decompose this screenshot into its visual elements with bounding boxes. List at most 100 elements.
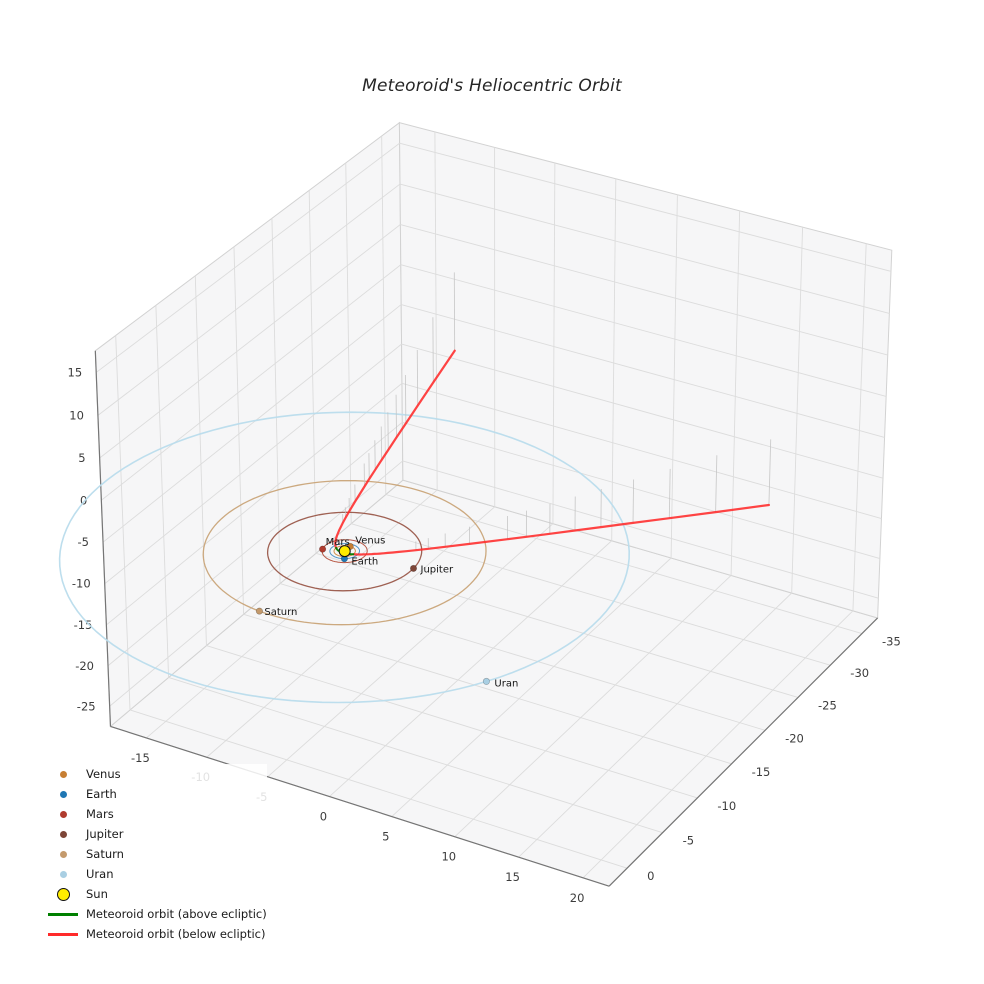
- legend-swatch-uran: [46, 870, 80, 878]
- grid-x-farwall: [730, 210, 741, 576]
- y-axis-spine: [608, 617, 879, 887]
- orbit-path-uran: [58, 411, 631, 704]
- legend-item-meteoroid-orbit-below-ecliptic: Meteoroid orbit (below ecliptic): [46, 924, 267, 944]
- legend-dot-icon: [59, 870, 67, 878]
- z-tick-label: -15: [74, 618, 93, 632]
- z-tick-label: -5: [78, 535, 89, 549]
- legend-swatch-earth: [46, 790, 80, 798]
- grid-z-farwall: [401, 304, 885, 438]
- legend-item-jupiter: Jupiter: [46, 824, 267, 844]
- planet-label-mars: Mars: [326, 537, 350, 548]
- z-tick-label: -25: [77, 699, 96, 713]
- grid-z-farwall: [401, 343, 884, 479]
- grid-y-floor: [129, 709, 628, 869]
- grid-z-farwall: [402, 421, 881, 559]
- legend-swatch-meteoroid-orbit-above-ecliptic: [46, 912, 80, 916]
- trajectory-below-ecliptic-incoming: [352, 503, 771, 556]
- x-tick-label: 5: [382, 830, 389, 844]
- chart-title: Meteoroid's Heliocentric Orbit: [362, 76, 622, 96]
- grid-y-leftwall: [233, 246, 245, 615]
- legend-item-meteoroid-orbit-above-ecliptic: Meteoroid orbit (above ecliptic): [46, 904, 267, 924]
- grid-x-floor: [267, 523, 554, 778]
- grid-y-floor: [168, 677, 663, 834]
- grid-x-floor: [206, 506, 496, 758]
- grid-x-floor: [518, 592, 792, 858]
- grid-z-leftwall: [95, 142, 400, 373]
- grid-z-leftwall: [104, 343, 402, 585]
- grid-y-leftwall: [345, 162, 352, 524]
- legend-label: Meteoroid orbit (below ecliptic): [86, 927, 266, 941]
- x-tick-label: 15: [505, 870, 520, 884]
- y-tick-label: -15: [752, 765, 771, 779]
- grid-z-farwall: [400, 264, 887, 397]
- legend-swatch-mars: [46, 810, 80, 818]
- grid-x-farwall: [611, 178, 617, 541]
- stem-line: [668, 468, 671, 519]
- legend-line-icon: [48, 912, 78, 916]
- y-tick-label: -5: [683, 834, 694, 848]
- grid-y-leftwall: [271, 218, 281, 584]
- stem-line: [632, 479, 635, 523]
- grid-x-floor: [146, 489, 438, 739]
- y-tick-label: 0: [647, 869, 654, 883]
- stem-line: [768, 439, 772, 506]
- grid-y-leftwall: [308, 190, 317, 554]
- legend: Venus Earth Mars Jupiter Saturn Uran Sun Meteor…: [46, 764, 267, 944]
- grid-x-floor: [391, 557, 672, 817]
- legend-item-mars: Mars: [46, 804, 267, 824]
- y-tick-label: -25: [818, 699, 837, 713]
- z-tick-label: -20: [75, 659, 94, 673]
- y-tick-label: -20: [785, 731, 804, 745]
- legend-label: Uran: [86, 867, 114, 881]
- legend-swatch-meteoroid-orbit-below-ecliptic: [46, 932, 80, 936]
- x-tick-label: 20: [570, 891, 585, 905]
- orbit-path-mars: [321, 539, 368, 564]
- grid-y-floor: [279, 583, 766, 731]
- legend-swatch-venus: [46, 770, 80, 778]
- legend-dot-icon: [59, 850, 67, 858]
- y-tick-label: -30: [850, 666, 869, 680]
- legend-label: Saturn: [86, 847, 124, 861]
- z-tick-label: 15: [68, 365, 83, 379]
- planet-marker-jupiter: [409, 564, 417, 572]
- legend-item-uran: Uran: [46, 864, 267, 884]
- panes-and-grid: [94, 121, 893, 887]
- planet-orbits: [58, 411, 631, 704]
- legend-swatch-jupiter: [46, 830, 80, 838]
- grid-z-farwall: [402, 460, 879, 599]
- grid-y-floor: [243, 613, 732, 765]
- legend-dot-icon: [56, 887, 70, 901]
- legend-label: Sun: [86, 887, 108, 901]
- grid-z-farwall: [399, 142, 892, 272]
- z-tick-label: 5: [78, 451, 85, 465]
- y-tick-label: -10: [717, 799, 736, 813]
- grid-x-farwall: [434, 131, 438, 491]
- legend-dot-icon: [59, 790, 67, 798]
- grid-z-leftwall: [107, 421, 403, 667]
- grid-z-farwall: [400, 224, 888, 356]
- x-tick-label: -15: [131, 751, 150, 765]
- grid-y-floor: [206, 645, 698, 799]
- grid-y-leftwall: [115, 335, 131, 710]
- trajectory-below-ecliptic-outgoing: [334, 349, 456, 550]
- legend-swatch-saturn: [46, 850, 80, 858]
- grid-x-floor: [454, 575, 732, 838]
- x-tick-label: 0: [320, 810, 327, 824]
- z-axis-spine: [94, 350, 112, 727]
- legend-item-earth: Earth: [46, 784, 267, 804]
- grid-z-farwall: [401, 382, 882, 519]
- legend-item-saturn: Saturn: [46, 844, 267, 864]
- grid-z-leftwall: [106, 383, 403, 626]
- grid-z-leftwall: [101, 264, 402, 501]
- sun-marker: [338, 545, 351, 558]
- legend-label: Mars: [86, 807, 114, 821]
- x-tick-label: 10: [441, 850, 456, 864]
- grid-y-floor: [385, 494, 863, 635]
- grid-y-floor: [351, 523, 831, 666]
- legend-label: Earth: [86, 787, 117, 801]
- legend-dot-icon: [59, 810, 67, 818]
- z-tick-label: 0: [80, 493, 87, 507]
- planet-label-saturn: Saturn: [264, 607, 297, 618]
